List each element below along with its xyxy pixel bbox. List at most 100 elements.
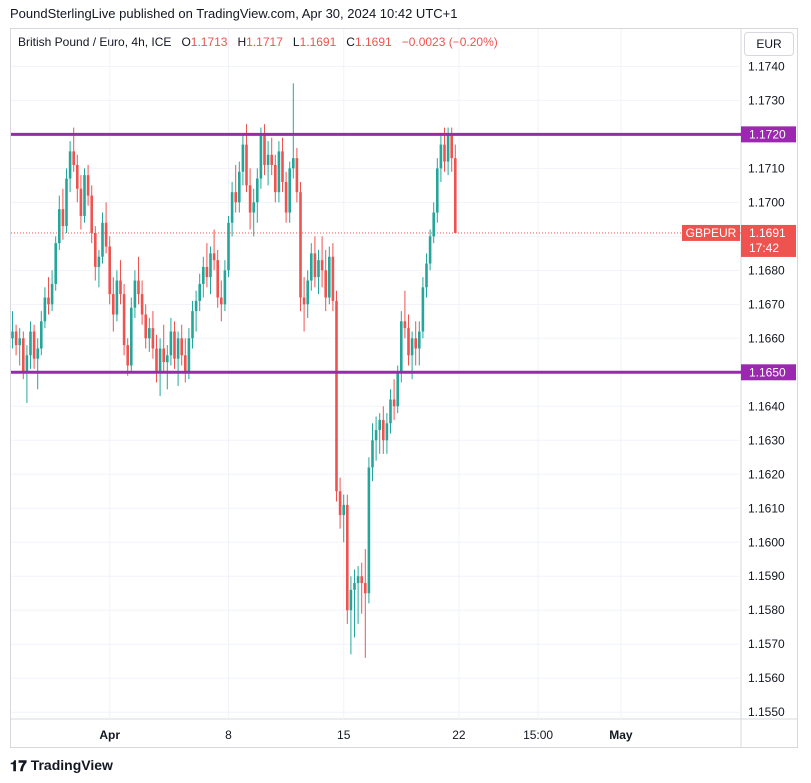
candle-body bbox=[209, 253, 212, 278]
candle-body bbox=[173, 331, 176, 359]
candle-body bbox=[104, 222, 108, 247]
candle-body bbox=[137, 280, 140, 295]
candle-body bbox=[25, 355, 29, 373]
candle-body bbox=[43, 297, 47, 322]
candle-body bbox=[263, 134, 266, 165]
y-tick-label: 1.1680 bbox=[748, 263, 785, 277]
candle-body bbox=[385, 423, 389, 441]
y-tick-label: 1.1590 bbox=[748, 569, 785, 583]
candle-body bbox=[29, 331, 32, 356]
y-tick-label: 1.1670 bbox=[748, 297, 785, 311]
legend-symbol: British Pound / Euro, 4h, ICE bbox=[18, 35, 172, 49]
candle-body bbox=[22, 338, 25, 373]
candle-body bbox=[439, 144, 443, 169]
candle-body bbox=[328, 256, 331, 298]
candle-body bbox=[238, 171, 241, 203]
candle-body bbox=[108, 246, 111, 295]
candle-body bbox=[446, 134, 450, 162]
y-tick-label: 1.1560 bbox=[748, 671, 785, 685]
y-tick-label: 1.1610 bbox=[748, 501, 785, 515]
x-tick-label: 8 bbox=[225, 728, 232, 742]
candle-body bbox=[61, 209, 65, 227]
candle-body bbox=[58, 209, 61, 244]
candle-body bbox=[54, 243, 57, 284]
candle-body bbox=[378, 419, 381, 431]
candle-body bbox=[241, 144, 245, 172]
candle-body bbox=[356, 576, 360, 584]
legend-open-value: 1.1713 bbox=[190, 35, 228, 49]
candle-body bbox=[338, 491, 342, 516]
candle-body bbox=[202, 266, 205, 284]
candle-body bbox=[126, 345, 129, 366]
candle-body bbox=[122, 294, 126, 346]
y-tick-label: 1.1700 bbox=[748, 195, 785, 209]
candle-body bbox=[227, 222, 230, 271]
candle-body bbox=[36, 348, 39, 359]
candle-body bbox=[198, 283, 201, 301]
candle-body bbox=[454, 158, 457, 233]
candle-body bbox=[115, 280, 119, 315]
candle-body bbox=[292, 158, 295, 169]
x-tick-label: Apr bbox=[99, 728, 120, 742]
candle-body bbox=[360, 576, 363, 584]
candle-body bbox=[270, 154, 273, 165]
candle-body bbox=[299, 192, 302, 298]
y-tick-label: 1.1600 bbox=[748, 535, 785, 549]
candle-body bbox=[191, 311, 194, 339]
candle-body bbox=[374, 430, 378, 441]
candle-body bbox=[310, 253, 313, 281]
candle-body bbox=[180, 338, 183, 356]
legend-low-value: 1.1691 bbox=[299, 35, 337, 49]
level-tag bbox=[741, 126, 796, 143]
candle-body bbox=[205, 266, 209, 278]
candle-body bbox=[418, 331, 421, 349]
candle-body bbox=[436, 168, 439, 213]
candle-body bbox=[155, 348, 158, 373]
candle-body bbox=[407, 328, 410, 356]
candle-body bbox=[194, 300, 198, 312]
legend-change: −0.0023 (−0.20%) bbox=[401, 35, 498, 49]
candle-body bbox=[389, 399, 392, 424]
candle-body bbox=[367, 467, 371, 594]
candle-body bbox=[277, 151, 281, 193]
legend-high-value: 1.1717 bbox=[246, 35, 283, 49]
candle-body bbox=[421, 287, 425, 332]
y-tick-label: 1.1550 bbox=[748, 705, 785, 719]
level-tag-label: 1.1650 bbox=[749, 365, 786, 379]
candle-body bbox=[274, 164, 277, 193]
candle-body bbox=[151, 328, 155, 349]
currency-button[interactable]: EUR bbox=[744, 32, 794, 56]
last-price-label: 1.1691 bbox=[749, 226, 786, 240]
candle-body bbox=[83, 175, 86, 216]
candle-body bbox=[432, 212, 435, 237]
candle-body bbox=[443, 144, 446, 162]
legend-open-label: O bbox=[181, 35, 191, 49]
candle-body bbox=[396, 372, 399, 407]
candle-body bbox=[32, 331, 36, 359]
footer-brand: TradingView bbox=[30, 757, 113, 773]
candle-body bbox=[119, 280, 122, 295]
candle-body bbox=[14, 331, 18, 346]
candle-body bbox=[79, 188, 83, 216]
candle-body bbox=[256, 178, 259, 203]
candle-body bbox=[176, 338, 180, 359]
y-tick-label: 1.1570 bbox=[748, 637, 785, 651]
candle-body bbox=[349, 589, 353, 611]
candle-body bbox=[428, 236, 432, 264]
candle-body bbox=[223, 270, 227, 305]
candle-body bbox=[353, 583, 356, 590]
candle-body bbox=[403, 321, 407, 329]
candle-body bbox=[324, 270, 327, 298]
legend-close-value: 1.1691 bbox=[354, 35, 392, 49]
candle-body bbox=[162, 348, 165, 363]
symbol-tag-label: GBPEUR bbox=[686, 226, 737, 240]
candle-body bbox=[216, 260, 219, 298]
candle-body bbox=[342, 504, 345, 516]
level-tag-label: 1.1720 bbox=[749, 127, 786, 141]
level-tag bbox=[741, 364, 796, 381]
x-tick-label: 15 bbox=[337, 728, 351, 742]
chart-legend: British Pound / Euro, 4h, ICE O1.1713 H1… bbox=[18, 35, 498, 49]
candle-body bbox=[144, 314, 147, 339]
candle-body bbox=[220, 297, 223, 305]
